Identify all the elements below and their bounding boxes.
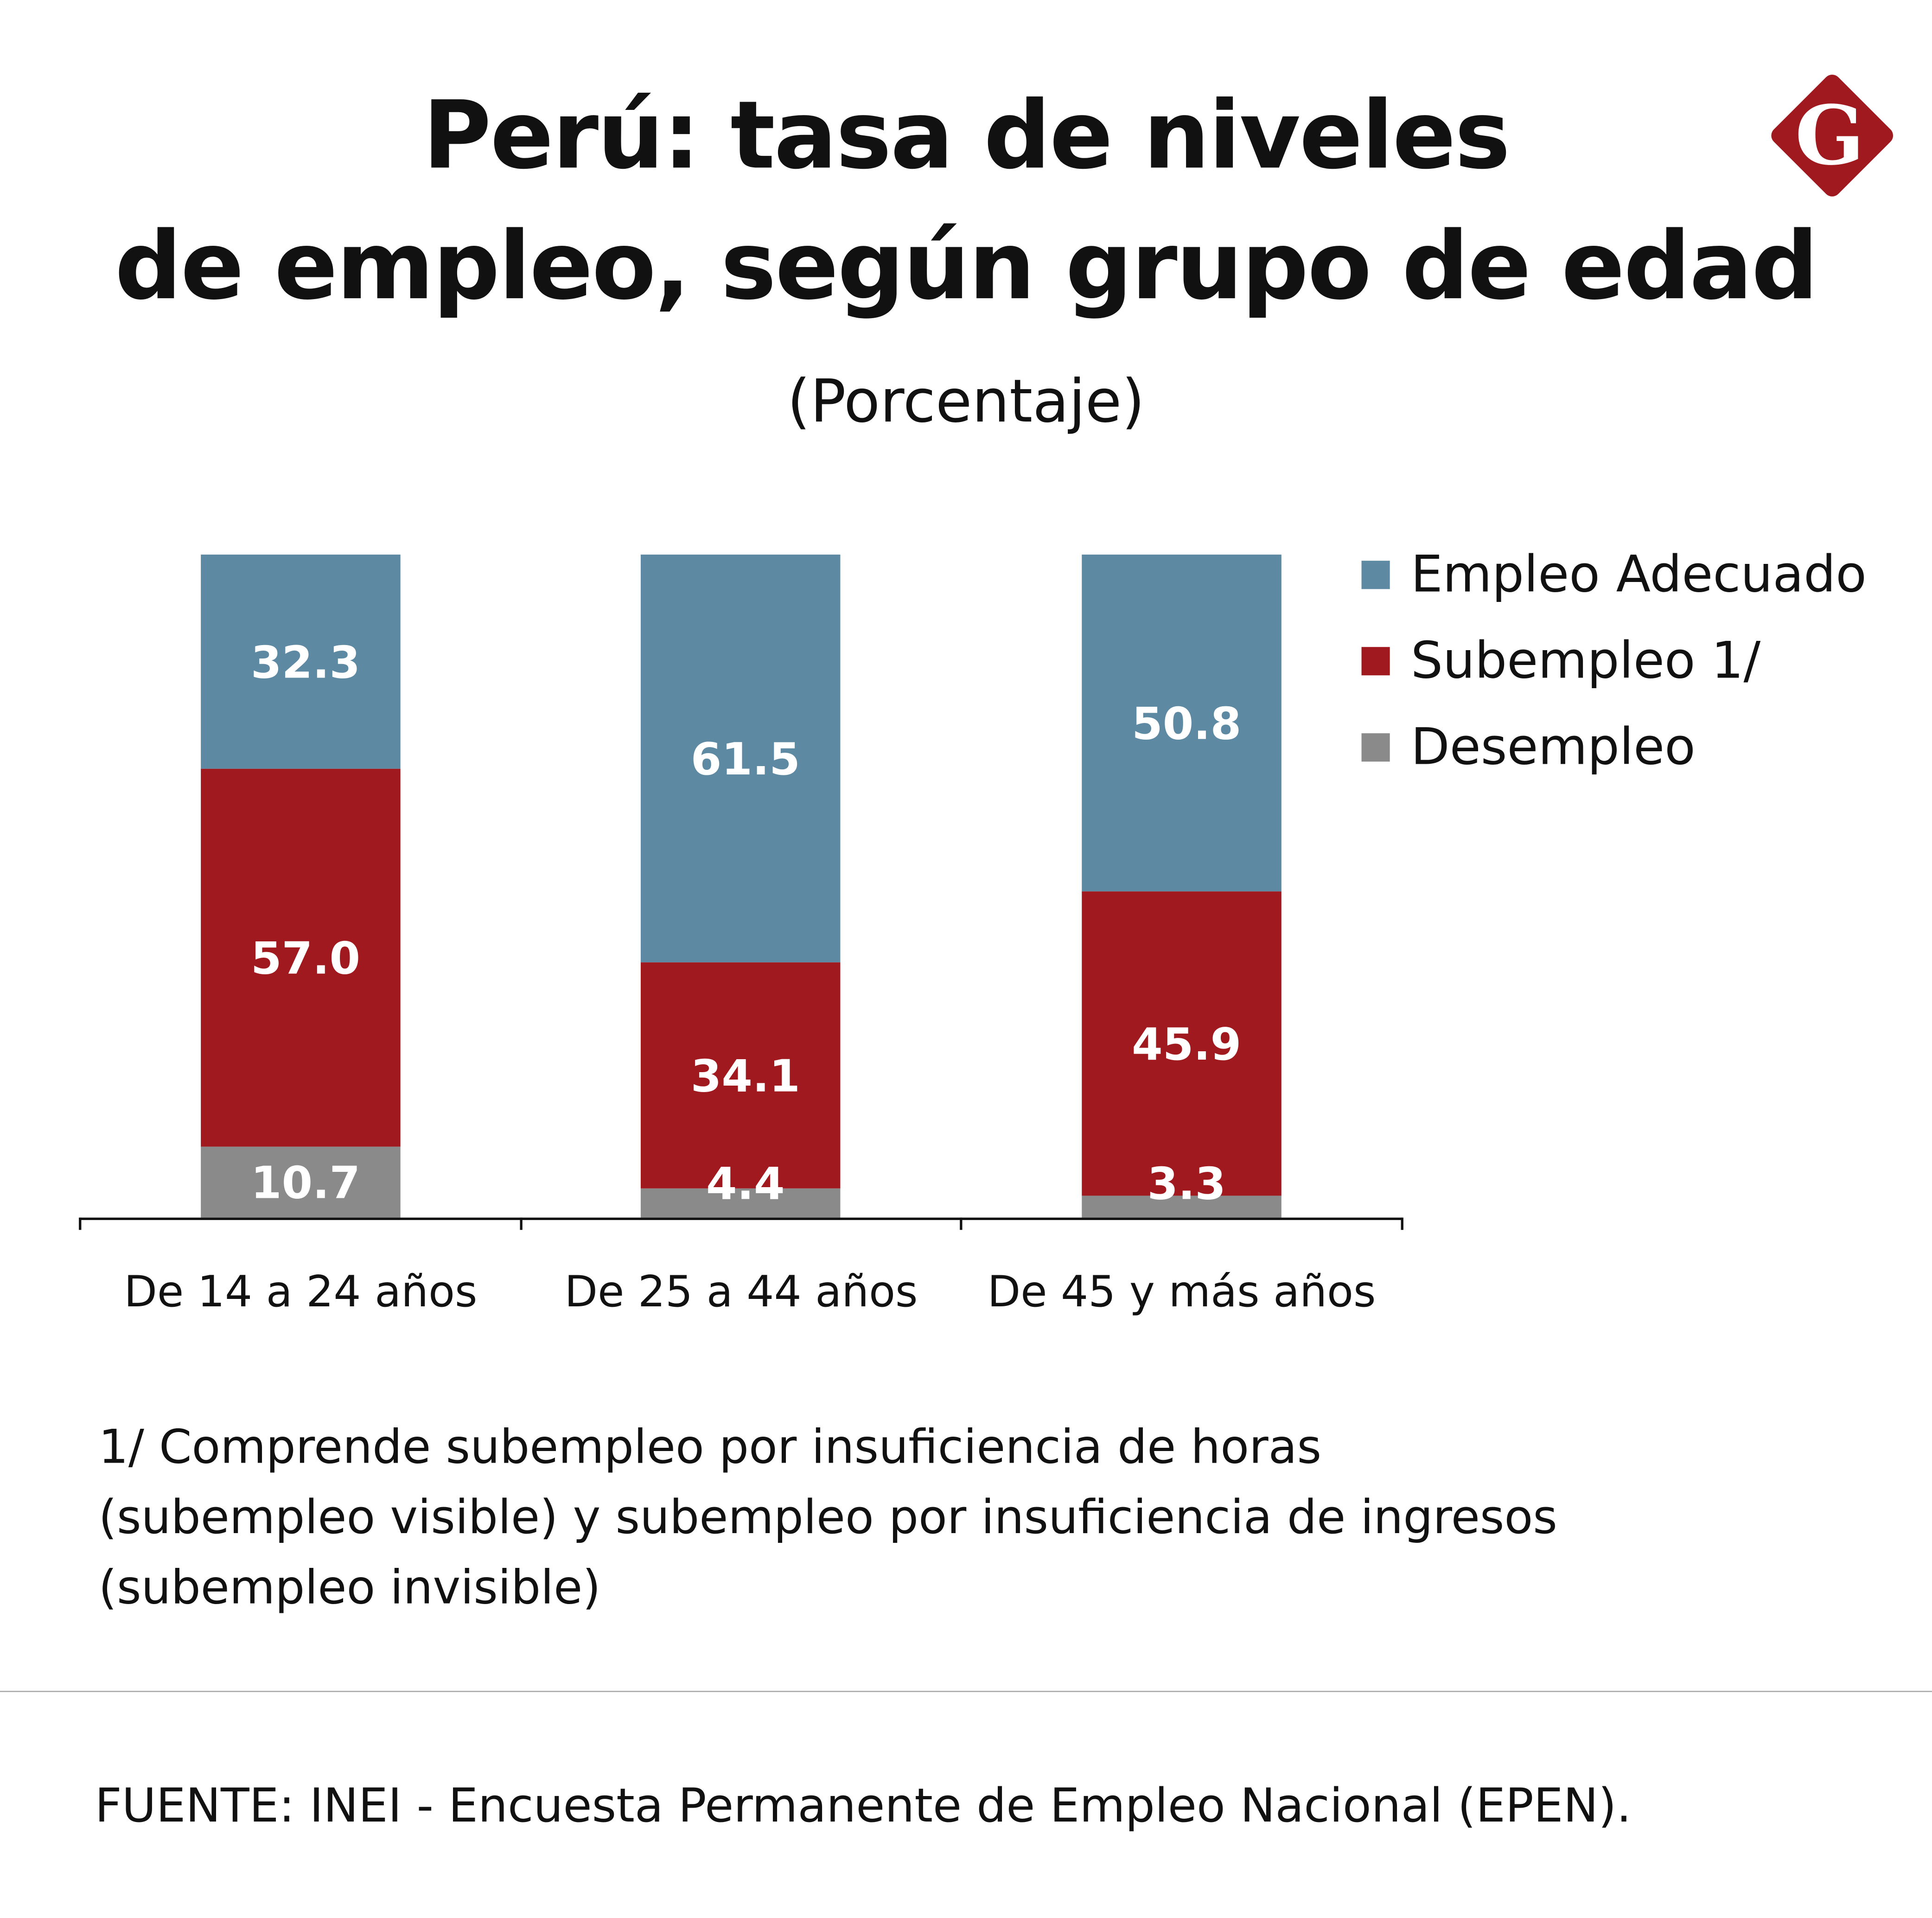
legend-item: Subempleo 1/ — [1361, 631, 1761, 690]
data-label: 34.1 — [691, 1050, 800, 1102]
stacked-bar-chart: 10.7 57.0 32.3 De 14 a 24 años 4.4 34.1 61.5 De… — [79, 554, 1403, 1317]
logo-g-icon: G — [1771, 74, 1894, 197]
legend-swatch — [1361, 646, 1390, 675]
footnote-line: 1/ Comprende subempleo por insuficiencia… — [98, 1419, 1322, 1474]
legend-label: Desempleo — [1410, 717, 1696, 777]
legend-label: Empleo Adecuado — [1410, 544, 1867, 604]
footnote-line: (subempleo invisible) — [98, 1560, 601, 1615]
data-label: 61.5 — [691, 733, 800, 785]
bar-segment-empleo-adecuado — [1082, 554, 1282, 892]
bar-segment-subempleo- — [201, 768, 401, 1147]
svg-text:G: G — [1795, 88, 1864, 183]
title-line-2: de empleo, según grupo de edad — [115, 211, 1818, 320]
data-label: 4.4 — [706, 1158, 784, 1210]
data-label: 3.3 — [1147, 1158, 1225, 1210]
bar-segment-empleo-adecuado — [640, 554, 841, 963]
x-tick-label: De 14 a 24 años — [124, 1266, 477, 1317]
x-tick-label: De 25 a 44 años — [564, 1266, 918, 1317]
bar-segment-desempleo — [1082, 1196, 1282, 1218]
divider — [0, 1691, 1932, 1692]
data-label: 45.9 — [1132, 1018, 1241, 1070]
legend-item: Empleo Adecuado — [1361, 544, 1867, 604]
source-note: FUENTE: INEI - Encuesta Permanente de Em… — [95, 1778, 1632, 1833]
x-tick-label: De 45 y más años — [988, 1266, 1376, 1317]
bar-segment-empleo-adecuado — [201, 554, 401, 769]
data-label: 10.7 — [251, 1157, 360, 1209]
footnote: 1/ Comprende subempleo por insuficiencia… — [99, 1412, 1557, 1623]
title-line-1: Perú: tasa de niveles — [422, 80, 1511, 190]
subtitle: (Porcentaje) — [787, 367, 1145, 436]
footnote-line: (subempleo visible) y subempleo por insu… — [98, 1490, 1557, 1544]
bar-segment-desempleo — [201, 1146, 401, 1218]
legend-item: Desempleo — [1361, 717, 1696, 777]
legend-label: Subempleo 1/ — [1410, 631, 1761, 690]
legend-swatch — [1361, 732, 1390, 761]
bar-segment-subempleo- — [640, 962, 841, 1189]
legend-swatch — [1361, 560, 1390, 588]
bar-segment-subempleo- — [1082, 891, 1282, 1196]
data-label: 57.0 — [251, 933, 360, 985]
data-label: 32.3 — [251, 636, 360, 688]
data-label: 50.8 — [1132, 698, 1241, 750]
bar-segment-desempleo — [640, 1188, 841, 1218]
